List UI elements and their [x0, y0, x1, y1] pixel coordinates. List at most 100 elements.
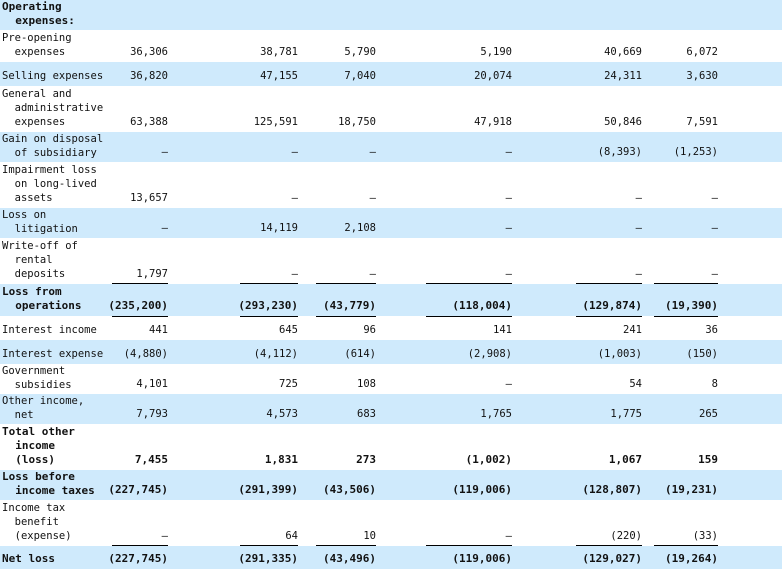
value-cell: (119,006) — [452, 483, 512, 496]
value-cell: (220) — [610, 530, 642, 542]
value-cell: (19,390) — [665, 299, 718, 312]
subtotal-rule — [112, 545, 168, 546]
row-label: Loss before income taxes — [2, 470, 95, 497]
value-cell: 47,155 — [260, 70, 298, 82]
value-cell: (235,200) — [108, 299, 168, 312]
value-cell: — — [505, 222, 512, 234]
value-cell: 47,918 — [474, 116, 512, 128]
value-cell: 24,311 — [604, 70, 642, 82]
value-cell: — — [635, 192, 642, 204]
value-cell: — — [369, 192, 376, 204]
value-cell: 40,669 — [604, 46, 642, 58]
value-cell: (2,908) — [467, 348, 512, 360]
row-label: Gain on disposal of subsidiary — [2, 133, 104, 159]
value-cell: (118,004) — [452, 299, 512, 312]
value-cell: 265 — [699, 408, 718, 420]
table-row: Net loss (227,745) (291,335) (43,496) (119,0… — [0, 546, 782, 569]
total-rule — [240, 316, 298, 317]
row-label: General and administrative expenses — [2, 88, 104, 128]
table-row: Loss from operations (235,200) (293,230) (4… — [0, 284, 782, 316]
value-cell: — — [505, 268, 512, 280]
value-cell: — — [369, 268, 376, 280]
value-cell: — — [291, 192, 298, 204]
total-rule — [112, 316, 168, 317]
value-cell: 125,591 — [253, 116, 298, 128]
value-cell: — — [291, 268, 298, 280]
row-label: Operating expenses: — [2, 0, 75, 27]
value-cell: 18,750 — [338, 116, 376, 128]
value-cell: (1,003) — [597, 348, 642, 360]
value-cell: 36,820 — [130, 70, 168, 82]
value-cell: (43,496) — [323, 552, 376, 565]
total-rule — [426, 316, 512, 317]
table-row: Interest expense (4,880) (4,112) (614) (2,90… — [0, 340, 782, 364]
total-rule — [654, 316, 718, 317]
value-cell: 1,775 — [610, 408, 642, 420]
value-cell: (33) — [692, 530, 718, 542]
row-label: Loss from operations — [2, 285, 82, 312]
row-label: Interest expense — [2, 348, 104, 360]
value-cell: (43,779) — [323, 299, 376, 312]
value-cell: (614) — [344, 348, 376, 360]
table-row: Operating expenses: — [0, 0, 782, 30]
value-cell: (119,006) — [452, 552, 512, 565]
value-cell: 36 — [705, 324, 718, 336]
value-cell: — — [505, 192, 512, 204]
value-cell: 10 — [363, 530, 376, 542]
value-cell: 4,101 — [136, 378, 168, 390]
table-row: Loss on litigation — 14,119 2,108 — — — — [0, 208, 782, 238]
value-cell: 5,790 — [344, 46, 376, 58]
table-row: Total other income (loss) 7,455 1,831 273 (1… — [0, 424, 782, 470]
value-cell: 3,630 — [686, 70, 718, 82]
subtotal-rule — [576, 545, 642, 546]
value-cell: (1,253) — [673, 146, 718, 158]
value-cell: — — [635, 268, 642, 280]
table-row: Selling expenses 36,820 47,155 7,040 20,074 2… — [0, 62, 782, 86]
value-cell: 683 — [357, 408, 376, 420]
value-cell: 273 — [356, 453, 376, 466]
row-label: Total other income (loss) — [2, 425, 75, 466]
table-row: Loss before income taxes (227,745) (291,39… — [0, 470, 782, 500]
table-row: Interest income 441 645 96 141 241 36 — [0, 316, 782, 340]
value-cell: 50,846 — [604, 116, 642, 128]
subtotal-rule — [426, 545, 512, 546]
subtotal-rule — [576, 283, 642, 284]
value-cell: 241 — [623, 324, 642, 336]
row-label: Net loss — [2, 552, 55, 565]
subtotal-rule — [112, 283, 168, 284]
subtotal-rule — [240, 283, 298, 284]
value-cell: — — [161, 530, 168, 542]
value-cell: — — [505, 146, 512, 158]
value-cell: 1,067 — [608, 453, 642, 466]
row-label: Other income, net — [2, 395, 85, 421]
value-cell: (8,393) — [597, 146, 642, 158]
value-cell: 8 — [711, 378, 718, 390]
total-rule — [316, 316, 376, 317]
row-label: Government subsidies — [2, 365, 72, 391]
value-cell: — — [711, 192, 718, 204]
value-cell: — — [711, 268, 718, 280]
row-label: Selling expenses — [2, 70, 104, 82]
value-cell: (129,027) — [582, 552, 642, 565]
value-cell: 159 — [698, 453, 718, 466]
value-cell: (128,807) — [582, 483, 642, 496]
value-cell: (291,335) — [238, 552, 298, 565]
value-cell: 64 — [285, 530, 298, 542]
value-cell: — — [161, 222, 168, 234]
value-cell: 1,765 — [480, 408, 512, 420]
value-cell: 7,455 — [134, 453, 168, 466]
value-cell: 645 — [279, 324, 298, 336]
value-cell: (227,745) — [108, 483, 168, 496]
value-cell: 14,119 — [260, 222, 298, 234]
value-cell: — — [711, 222, 718, 234]
table-row: Government subsidies 4,101 725 108 — 54 8 — [0, 364, 782, 394]
value-cell: (150) — [686, 348, 718, 360]
row-label: Pre-opening expenses — [2, 32, 72, 58]
value-cell: 20,074 — [474, 70, 512, 82]
value-cell: — — [505, 378, 512, 390]
table-row: Pre-opening expenses 36,306 38,781 5,790 5,1… — [0, 30, 782, 62]
subtotal-rule — [654, 545, 718, 546]
value-cell: — — [505, 530, 512, 542]
row-label: Interest income — [2, 324, 97, 336]
table-row: Other income, net 7,793 4,573 683 1,765 1,775… — [0, 394, 782, 424]
